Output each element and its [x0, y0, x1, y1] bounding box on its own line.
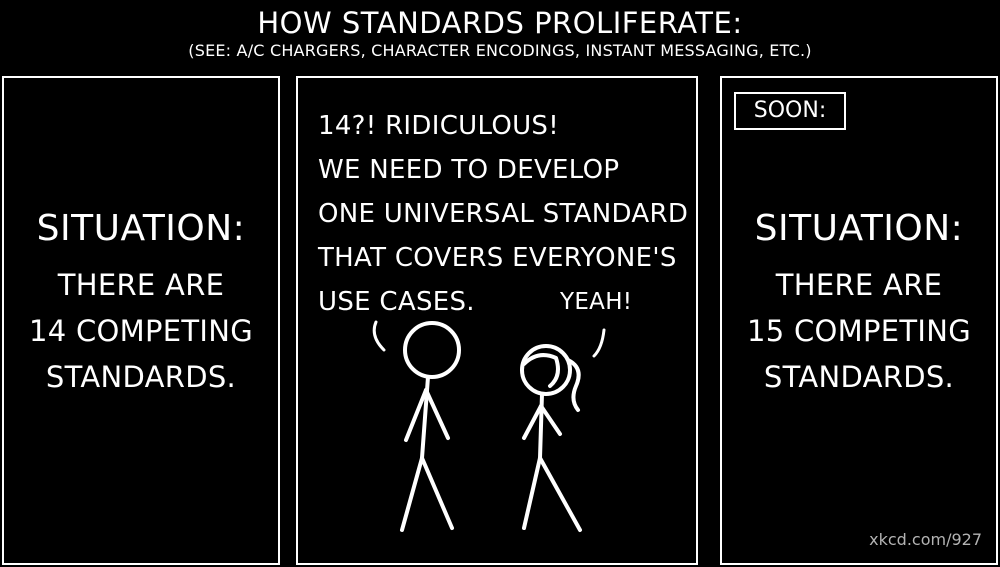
- situation-line-2: 14 COMPETING: [28, 314, 254, 348]
- situation-label-right: SITUATION:: [754, 208, 964, 249]
- speech-tail-right: [592, 328, 606, 358]
- situation-text-left: THERE ARE 14 COMPETING STANDARDS.: [4, 262, 278, 400]
- comic-title: HOW STANDARDS PROLIFERATE:: [257, 6, 743, 40]
- speech-line-2: WE NEED TO DEVELOP: [318, 155, 620, 185]
- situation-label-left: SITUATION:: [36, 208, 246, 249]
- speech-bubble-text: 14?! RIDICULOUS! WE NEED TO DEVELOP ONE …: [318, 104, 688, 324]
- speech-line-5: USE CASES.: [318, 287, 475, 317]
- situation-line-1: THERE ARE: [775, 268, 943, 302]
- speech-line-1: 14?! RIDICULOUS!: [318, 111, 559, 141]
- situation-line-3: STANDARDS.: [45, 360, 237, 394]
- reply-text: YEAH!: [560, 289, 633, 315]
- situation-line-2: 15 COMPETING: [746, 314, 972, 348]
- panel-middle: 14?! RIDICULOUS! WE NEED TO DEVELOP ONE …: [296, 76, 698, 565]
- speech-line-3: ONE UNIVERSAL STANDARD: [318, 199, 689, 229]
- comic-header: HOW STANDARDS PROLIFERATE: (SEE: A/C CHA…: [0, 0, 1000, 76]
- stick-figure-man: [400, 321, 461, 532]
- situation-text-right: THERE ARE 15 COMPETING STANDARDS.: [722, 262, 996, 400]
- panel-right: SOON: SITUATION: THERE ARE 15 COMPETING …: [720, 76, 998, 565]
- soon-box: SOON:: [734, 92, 846, 130]
- stick-figures-illustration: [372, 320, 606, 532]
- speech-tail-left: [372, 320, 386, 352]
- stick-figure-woman: [520, 344, 582, 532]
- speech-line-4: THAT COVERS EVERYONE'S: [318, 243, 677, 273]
- situation-line-3: STANDARDS.: [763, 360, 955, 394]
- comic-subtitle: (SEE: A/C CHARGERS, CHARACTER ENCODINGS,…: [188, 41, 812, 60]
- comic-credit-url: xkcd.com/927: [869, 530, 982, 549]
- situation-line-1: THERE ARE: [57, 268, 225, 302]
- panel-left: SITUATION: THERE ARE 14 COMPETING STANDA…: [2, 76, 280, 565]
